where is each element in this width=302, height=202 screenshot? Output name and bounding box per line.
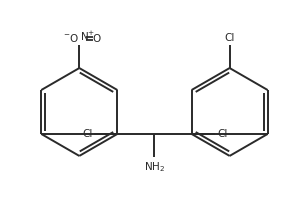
Text: Cl: Cl <box>217 129 227 139</box>
Text: NH$_2$: NH$_2$ <box>144 160 165 174</box>
Text: $^{-}$O: $^{-}$O <box>63 32 79 44</box>
Text: Cl: Cl <box>224 33 235 43</box>
Text: O: O <box>93 34 101 44</box>
Text: N$^{+}$: N$^{+}$ <box>80 29 95 43</box>
Text: Cl: Cl <box>83 129 93 139</box>
